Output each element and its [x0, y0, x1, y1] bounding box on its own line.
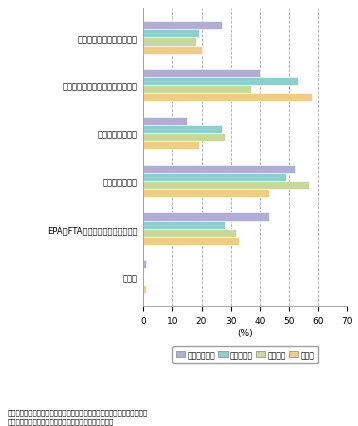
- Text: 資料：損保ジャパン日本興亜リスクマネジメント株式会社「中小企業の海
外展開の実態把握にかかるアンケート調査」から作成。: 資料：損保ジャパン日本興亜リスクマネジメント株式会社「中小企業の海 外展開の実態…: [7, 409, 147, 424]
- Bar: [143, 221, 225, 229]
- Bar: [143, 30, 199, 38]
- Bar: [143, 237, 240, 245]
- Bar: [143, 126, 222, 134]
- Bar: [143, 229, 237, 237]
- Bar: [143, 261, 146, 269]
- Bar: [143, 190, 268, 198]
- Bar: [143, 134, 225, 142]
- Bar: [143, 181, 309, 190]
- Bar: [143, 78, 298, 86]
- Bar: [143, 165, 295, 173]
- Bar: [143, 86, 251, 94]
- Bar: [143, 142, 199, 150]
- Bar: [143, 285, 146, 293]
- Bar: [143, 213, 268, 221]
- Bar: [143, 94, 312, 102]
- Bar: [143, 38, 196, 46]
- Bar: [143, 46, 202, 55]
- Bar: [143, 118, 187, 126]
- X-axis label: (%): (%): [237, 328, 253, 337]
- Bar: [143, 173, 286, 181]
- Legend: 小規模事業者, 中規模企業, 非製造業, 製造業: 小規模事業者, 中規模企業, 非製造業, 製造業: [172, 346, 318, 363]
- Bar: [143, 70, 260, 78]
- Bar: [143, 22, 222, 30]
